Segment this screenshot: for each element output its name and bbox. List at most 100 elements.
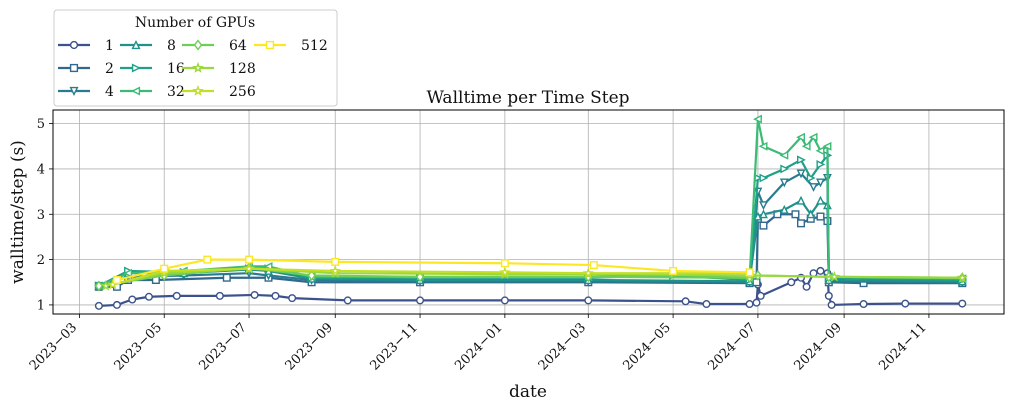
y-tick-label: 1 (37, 298, 45, 313)
data-point (263, 261, 273, 271)
data-point (758, 141, 768, 151)
data-point (759, 201, 768, 211)
data-point (791, 210, 800, 219)
data-point (752, 298, 761, 307)
data-point (343, 296, 352, 305)
data-point (271, 291, 280, 300)
data-point (112, 300, 121, 309)
data-point (669, 266, 678, 275)
y-tick-label: 3 (37, 208, 45, 223)
legend-marker (69, 86, 79, 96)
data-point (824, 291, 833, 300)
data-point (215, 291, 224, 300)
y-tick-label: 4 (37, 162, 45, 177)
x-axis-label: date (509, 382, 547, 402)
legend-label: 1 (105, 38, 114, 54)
data-point (958, 299, 967, 308)
data-point (160, 264, 169, 273)
data-point (250, 290, 259, 299)
legend-marker (131, 40, 141, 50)
data-point (584, 296, 593, 305)
data-point (779, 178, 789, 188)
legend-marker (192, 61, 204, 73)
legend-entry-8: 8 (120, 38, 176, 54)
data-point (801, 141, 811, 151)
data-point (796, 169, 806, 179)
data-point (123, 268, 133, 278)
data-point (797, 155, 806, 165)
data-point (822, 141, 832, 151)
data-point (243, 262, 255, 274)
legend-entry-128: 128 (182, 61, 256, 77)
data-point (172, 291, 181, 300)
legend-marker (192, 84, 204, 96)
data-point (222, 273, 231, 282)
series-lines (94, 114, 968, 310)
data-point (144, 292, 153, 301)
legend-marker (131, 63, 141, 73)
legend-label: 128 (229, 61, 256, 77)
data-point (756, 291, 765, 300)
legend-label: 4 (105, 84, 114, 100)
data-point (779, 204, 789, 214)
legend-entry-16: 16 (120, 61, 185, 77)
data-point (808, 132, 818, 142)
data-point (859, 300, 868, 309)
data-point (745, 268, 754, 277)
data-point (802, 282, 811, 291)
data-point (816, 266, 825, 275)
legend-marker (265, 40, 275, 50)
legend-label: 32 (167, 84, 185, 100)
data-point (816, 178, 825, 188)
data-point (100, 279, 112, 291)
data-point (329, 264, 341, 276)
data-point (589, 261, 598, 270)
data-point (759, 209, 768, 219)
legend-label: 2 (105, 61, 114, 77)
data-point (816, 195, 825, 205)
data-point (128, 295, 137, 304)
legend-entry-64: 64 (182, 38, 247, 54)
data-point (787, 278, 796, 287)
data-point (779, 150, 789, 160)
plot-frame (52, 109, 1005, 315)
data-point (827, 300, 836, 309)
data-point (816, 212, 825, 221)
legend-items: 1 2 4 8 16 32 64 128 256 512 (58, 38, 328, 100)
data-point (759, 173, 769, 183)
y-axis-label: walltime/step (s) (8, 140, 28, 284)
data-point (806, 173, 816, 183)
data-point (582, 267, 594, 279)
data-point (956, 271, 968, 283)
legend-title: Number of GPUs (135, 15, 255, 31)
data-point (203, 255, 212, 264)
data-point (415, 271, 425, 283)
legend-marker (69, 63, 79, 73)
data-point (797, 219, 806, 228)
legend-marker (193, 39, 203, 51)
data-point (796, 132, 806, 142)
legend-label: 16 (167, 61, 185, 77)
data-point (288, 294, 297, 303)
y-tick-label: 5 (37, 117, 45, 132)
data-point (416, 296, 425, 305)
legend-box (53, 9, 338, 107)
data-point (500, 296, 509, 305)
data-point (815, 146, 825, 156)
legend-marker (131, 86, 141, 96)
legend-entry-32: 32 (120, 84, 185, 100)
y-tick-label: 2 (37, 253, 45, 268)
data-point (828, 270, 841, 282)
legend-entry-1: 1 (58, 38, 114, 54)
data-point (901, 299, 910, 308)
data-point (753, 114, 762, 124)
chart-title: Walltime per Time Step (426, 88, 629, 108)
data-point (681, 297, 690, 306)
legend-entry-2: 2 (58, 61, 114, 77)
series-512-gpus (112, 255, 754, 285)
legend-entry-512: 512 (254, 38, 328, 54)
legend-label: 64 (229, 38, 247, 54)
data-point (499, 266, 511, 278)
legend-label: 256 (229, 84, 256, 100)
